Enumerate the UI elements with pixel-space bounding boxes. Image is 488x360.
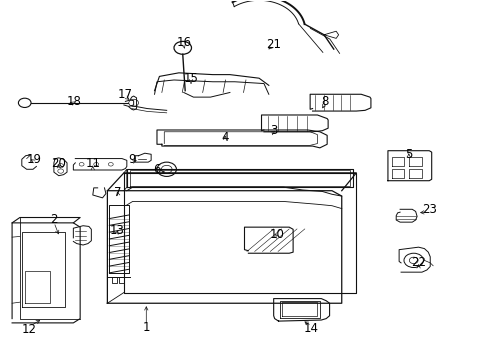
Text: 15: 15 xyxy=(183,72,198,85)
Text: 2: 2 xyxy=(50,213,58,226)
Text: 16: 16 xyxy=(176,36,191,49)
Text: 12: 12 xyxy=(22,323,37,336)
Text: 9: 9 xyxy=(128,153,135,166)
Text: 6: 6 xyxy=(153,163,161,176)
Text: 7: 7 xyxy=(114,186,122,199)
Text: 13: 13 xyxy=(109,224,124,237)
Text: 11: 11 xyxy=(85,157,100,170)
Text: 19: 19 xyxy=(27,153,42,166)
Text: 5: 5 xyxy=(405,148,412,162)
Text: 4: 4 xyxy=(221,131,228,144)
Text: 1: 1 xyxy=(142,321,150,334)
Text: 14: 14 xyxy=(304,322,319,335)
Text: 8: 8 xyxy=(321,95,328,108)
Text: 22: 22 xyxy=(410,256,425,269)
Text: 10: 10 xyxy=(269,228,285,241)
Text: 3: 3 xyxy=(269,124,277,137)
Text: 20: 20 xyxy=(51,157,66,170)
Text: 17: 17 xyxy=(118,88,133,101)
Text: 21: 21 xyxy=(265,38,281,51)
Text: 18: 18 xyxy=(67,95,81,108)
Text: 23: 23 xyxy=(421,203,436,216)
